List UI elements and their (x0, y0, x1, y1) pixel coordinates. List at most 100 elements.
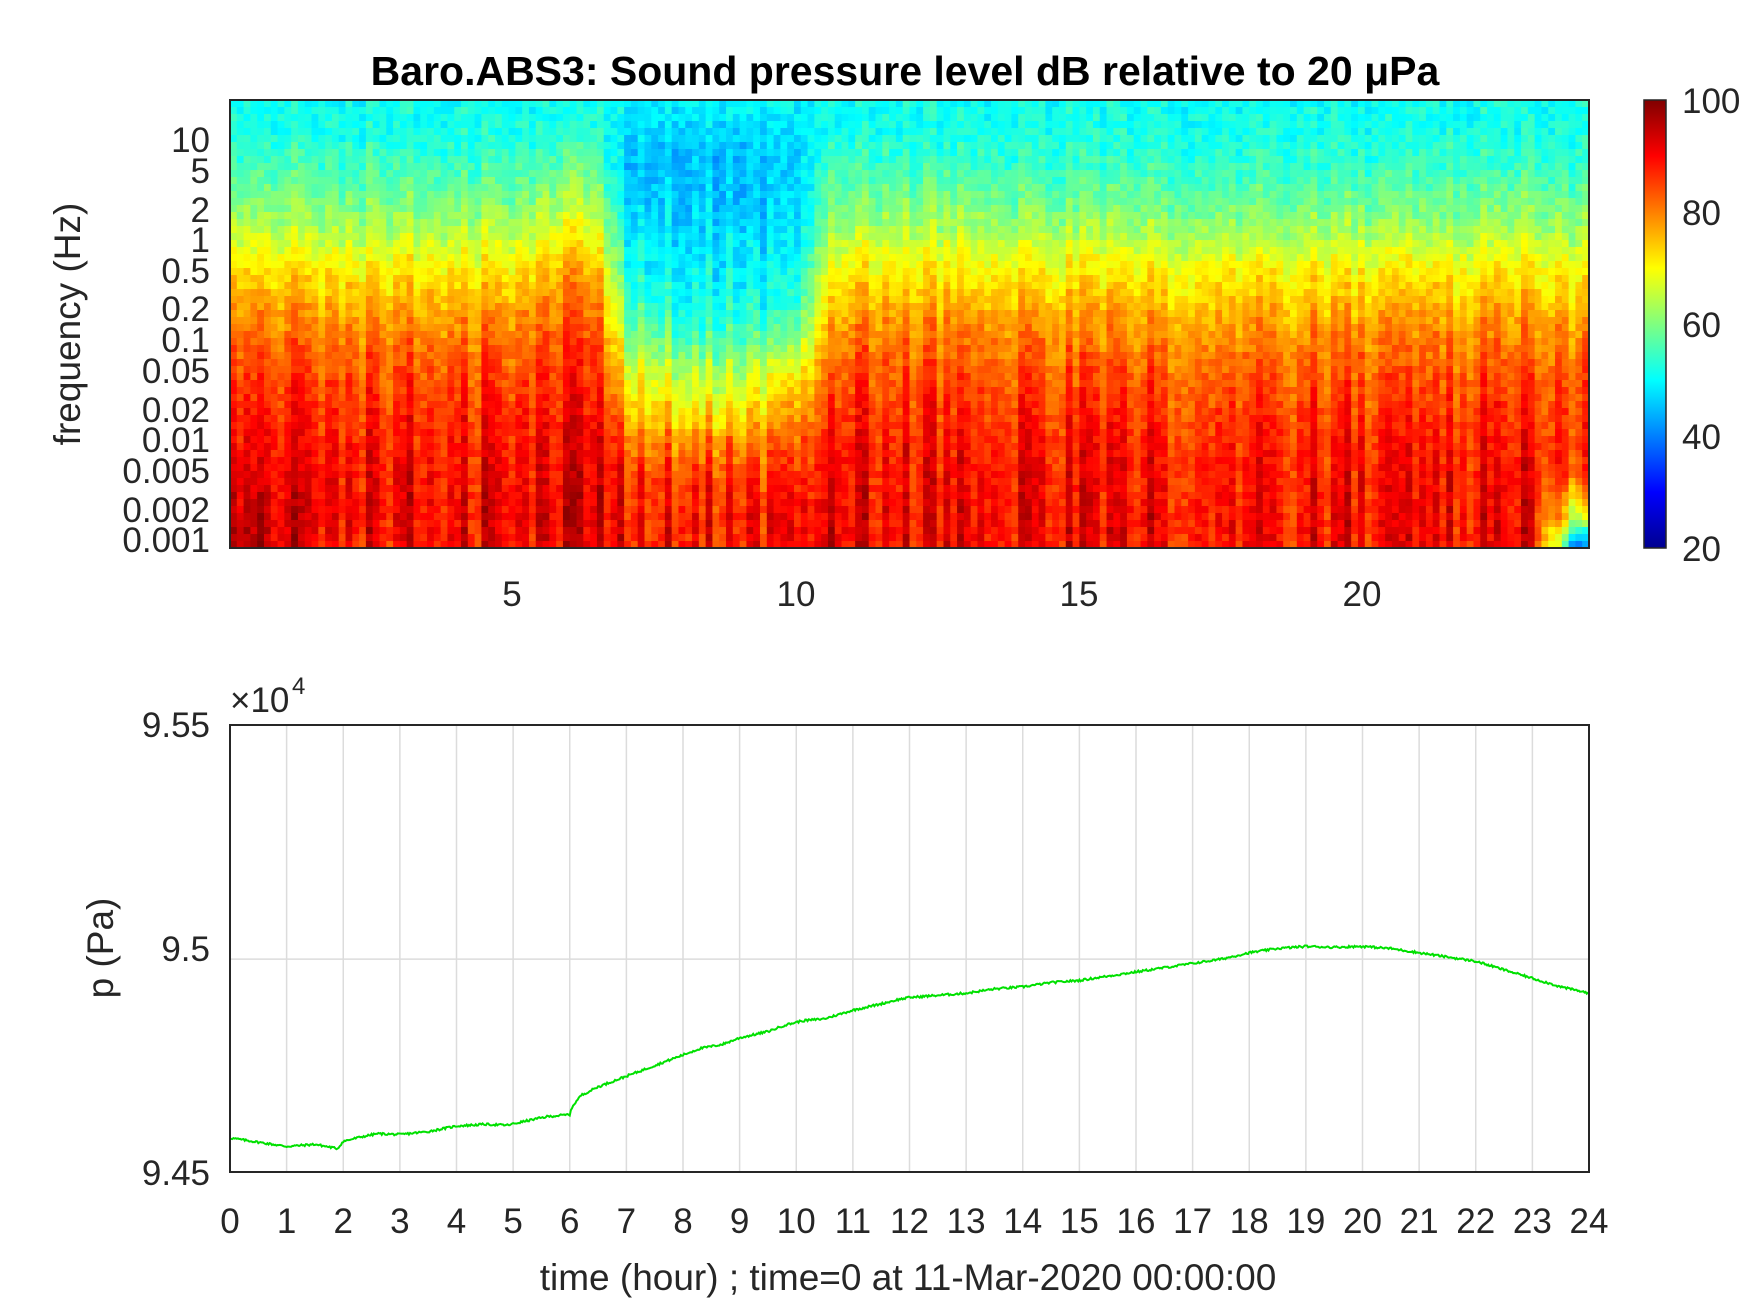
heatmap-cell (488, 359, 496, 367)
heatmap-cell (685, 128, 693, 136)
heatmap-cell (562, 219, 571, 227)
heatmap-cell (461, 317, 469, 325)
heatmap-cell (495, 261, 503, 269)
heatmap-cell (508, 156, 516, 164)
heatmap-cell (508, 422, 516, 430)
heatmap-cell (528, 163, 537, 171)
heatmap-cell (617, 450, 625, 458)
heatmap-cell (454, 289, 462, 297)
heatmap-cell (488, 114, 496, 122)
heatmap-cell (556, 527, 564, 535)
heatmap-cell (372, 415, 381, 423)
heatmap-cell (406, 520, 415, 528)
heatmap-cell (692, 135, 700, 143)
heatmap-cell (386, 436, 394, 444)
heatmap-cell (345, 310, 353, 318)
heatmap-cell (318, 149, 326, 157)
heatmap-cell (610, 247, 618, 255)
heatmap-cell (603, 156, 612, 164)
heatmap-cell (549, 429, 557, 437)
heatmap-cell (461, 401, 469, 409)
heatmap-cell (331, 387, 340, 395)
heatmap-cell (467, 135, 476, 143)
heatmap-cell (250, 401, 258, 409)
heatmap-cell (746, 394, 754, 402)
heatmap-cell (257, 107, 265, 115)
heatmap-cell (651, 506, 659, 514)
heatmap-cell (658, 436, 666, 444)
heatmap-cell (705, 506, 714, 514)
heatmap-cell (440, 226, 449, 234)
heatmap-cell (413, 247, 421, 255)
heatmap-cell (338, 296, 347, 304)
heatmap-cell (393, 373, 401, 381)
heatmap-cell (467, 331, 476, 339)
heatmap-cell (433, 100, 442, 108)
heatmap-cell (746, 233, 754, 241)
heatmap-cell (481, 219, 489, 227)
heatmap-cell (345, 114, 353, 122)
heatmap-cell (386, 499, 394, 507)
heatmap-cell (542, 464, 550, 472)
heatmap-cell (386, 506, 394, 514)
heatmap-cell (753, 275, 761, 283)
heatmap-cell (372, 541, 381, 549)
heatmap-cell (596, 471, 605, 479)
heatmap-cell (596, 408, 605, 416)
heatmap-cell (359, 485, 367, 493)
heatmap-cell (291, 471, 299, 479)
heatmap-cell (603, 401, 612, 409)
heatmap-cell (495, 366, 503, 374)
heatmap-cell (535, 443, 544, 451)
heatmap-cell (311, 212, 319, 220)
heatmap-cell (270, 317, 279, 325)
heatmap-cell (719, 387, 727, 395)
heatmap-cell (304, 331, 313, 339)
heatmap-cell (542, 135, 550, 143)
heatmap-cell (236, 415, 245, 423)
heatmap-cell (535, 247, 544, 255)
heatmap-cell (549, 303, 557, 311)
heatmap-cell (474, 527, 483, 535)
heatmap-cell (365, 247, 374, 255)
heatmap-cell (658, 289, 666, 297)
heatmap-cell (359, 205, 367, 213)
heatmap-cell (386, 310, 394, 318)
heatmap-cell (637, 471, 646, 479)
heatmap-cell (270, 541, 279, 549)
heatmap-cell (698, 296, 707, 304)
heatmap-cell (399, 457, 408, 465)
heatmap-cell (291, 527, 299, 535)
heatmap-cell (467, 226, 476, 234)
heatmap-cell (352, 401, 360, 409)
heatmap-cell (338, 527, 347, 535)
heatmap-cell (658, 478, 666, 486)
heatmap-cell (243, 268, 251, 276)
heatmap-cell (542, 534, 550, 542)
heatmap-cell (664, 212, 673, 220)
heatmap-cell (325, 422, 333, 430)
heatmap-cell (393, 429, 401, 437)
heatmap-cell (583, 478, 591, 486)
heatmap-cell (535, 156, 544, 164)
heatmap-cell (284, 436, 292, 444)
heatmap-cell (399, 310, 408, 318)
heatmap-cell (692, 184, 700, 192)
heatmap-cell (501, 191, 510, 199)
heatmap-cell (440, 289, 449, 297)
heatmap-cell (583, 121, 591, 129)
heatmap-cell (481, 366, 489, 374)
heatmap-cell (379, 282, 387, 290)
heatmap-cell (542, 226, 550, 234)
heatmap-cell (379, 198, 387, 206)
heatmap-cell (277, 191, 285, 199)
heatmap-cell (284, 282, 292, 290)
heatmap-cell (685, 212, 693, 220)
heatmap-cell (671, 408, 680, 416)
heatmap-cell (284, 226, 292, 234)
heatmap-cell (399, 212, 408, 220)
heatmap-cell (461, 149, 469, 157)
heatmap-cell (277, 275, 285, 283)
heatmap-cell (338, 394, 347, 402)
heatmap-cell (617, 443, 625, 451)
